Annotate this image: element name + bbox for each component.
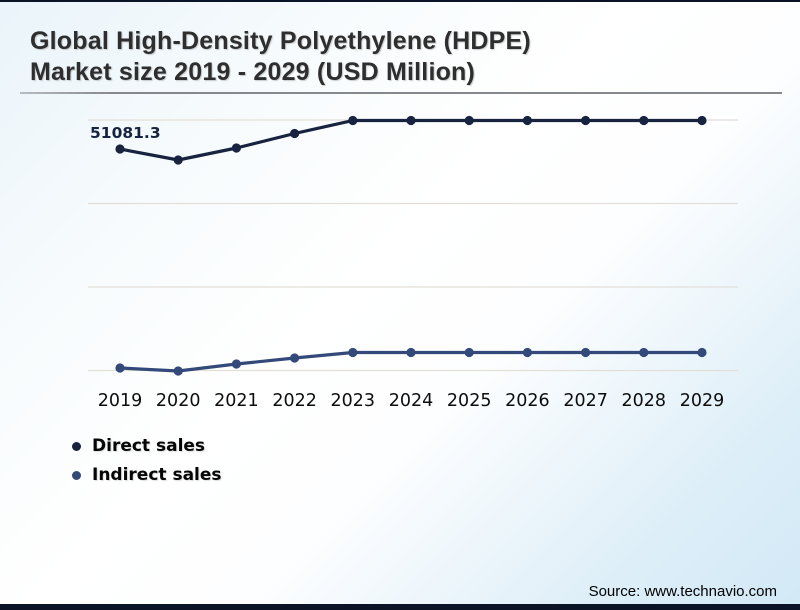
data-point-value-label: 51081.3	[90, 124, 161, 142]
legend-dot-indirect-icon	[72, 470, 81, 480]
data-point	[464, 115, 474, 126]
x-axis-tick-label: 2027	[563, 391, 608, 411]
data-point	[697, 115, 707, 126]
x-axis-tick-label: 2020	[156, 391, 201, 411]
series-line-direct-sales	[118, 118, 704, 162]
chart-title: Global High-Density Polyethylene (HDPE) …	[30, 26, 531, 88]
data-point	[406, 347, 416, 358]
legend-dot-direct-icon	[72, 441, 81, 451]
data-point	[348, 347, 358, 358]
data-point	[231, 359, 241, 369]
data-point	[581, 115, 591, 126]
data-point	[639, 347, 649, 358]
data-point	[581, 347, 591, 358]
legend-label-direct-sales: Direct sales	[92, 436, 206, 456]
bottom-border-bar	[0, 604, 800, 610]
legend-item-indirect-sales: Indirect sales	[72, 465, 222, 485]
x-axis-tick-label: 2029	[680, 391, 725, 411]
legend-label-indirect-sales: Indirect sales	[92, 465, 222, 485]
data-point	[697, 347, 707, 358]
x-axis-tick-label: 2023	[331, 391, 376, 411]
data-point	[522, 115, 533, 126]
data-point	[115, 144, 125, 154]
x-axis-tick-label: 2028	[622, 391, 667, 411]
legend-item-direct-sales: Direct sales	[72, 436, 222, 456]
data-point	[173, 366, 183, 376]
x-axis-tick-label: 2019	[98, 391, 143, 411]
x-axis-tick-label: 2021	[214, 391, 259, 411]
data-point	[406, 115, 416, 126]
chart-title-line2: Market size 2019 - 2029 (USD Million)	[30, 58, 476, 86]
source-attribution: Source: www.technavio.com	[588, 583, 777, 600]
title-divider	[20, 92, 782, 94]
data-point	[639, 115, 649, 126]
data-point	[231, 143, 241, 153]
data-point	[115, 363, 125, 373]
data-point	[290, 353, 300, 363]
data-point	[522, 347, 533, 358]
chart-title-line1: Global High-Density Polyethylene (HDPE)	[30, 27, 531, 55]
data-point	[173, 155, 183, 165]
data-point	[348, 115, 358, 126]
data-point	[464, 347, 474, 358]
x-axis-tick-label: 2026	[505, 391, 550, 411]
x-axis-tick-label: 2025	[447, 391, 492, 411]
top-border-bar	[0, 0, 800, 2]
x-axis-tick-label: 2022	[272, 391, 317, 411]
x-axis-tick-label: 2024	[389, 391, 434, 411]
data-point	[290, 128, 300, 139]
chart-legend: Direct sales Indirect sales	[72, 436, 222, 485]
